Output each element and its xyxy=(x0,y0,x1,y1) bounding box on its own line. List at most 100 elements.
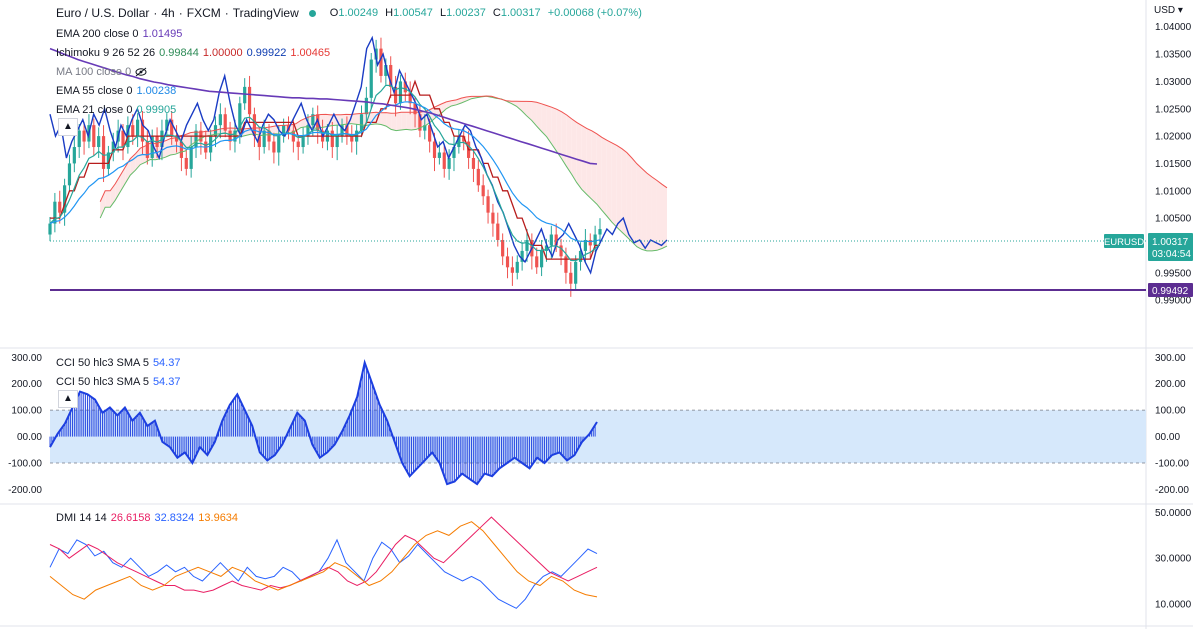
candle-body xyxy=(194,130,198,148)
candle-body xyxy=(247,86,252,115)
cloud-segment xyxy=(636,163,642,250)
candle-body xyxy=(165,119,169,131)
cloud-segment xyxy=(606,140,612,223)
cloud-segment xyxy=(621,148,627,237)
candle-body xyxy=(335,136,339,148)
candle-body xyxy=(486,196,490,213)
cloud-segment xyxy=(270,125,276,135)
legend-ma100[interactable]: MA 100 close 0 xyxy=(56,62,330,81)
cloud-segment xyxy=(536,102,542,132)
candle-body xyxy=(598,229,602,235)
dmi-legend[interactable]: DMI 14 14 26.6158 32.8324 13.9634 xyxy=(56,511,239,524)
cloud-segment xyxy=(591,130,597,205)
cloud-segment xyxy=(466,96,472,101)
svg-text:EURUSD: EURUSD xyxy=(1104,237,1144,248)
price-tick-label: 1.01000 xyxy=(1155,186,1192,197)
candle-body xyxy=(549,234,553,246)
legend-ichimoku[interactable]: Ichimoku 9 26 52 26 0.99844 1.00000 0.99… xyxy=(56,46,331,59)
collapse-legend-button[interactable]: ▲ xyxy=(58,118,78,136)
cloud-segment xyxy=(566,115,572,175)
cloud-segment xyxy=(576,122,582,190)
candle-body xyxy=(369,59,373,98)
candle-body xyxy=(131,125,135,137)
adx-line xyxy=(49,521,598,600)
interval[interactable]: 4h xyxy=(161,6,175,20)
cci-axis-right[interactable]: 300.00 200.00 100.00 00.00 -100.00 -200.00 xyxy=(1155,353,1189,496)
candle-body xyxy=(345,125,349,137)
symbol-header[interactable]: Euro / U.S. Dollar · 4h · FXCM · Trading… xyxy=(56,6,642,20)
candle-body xyxy=(170,119,174,137)
candle-body xyxy=(457,136,461,148)
dmi-tick-label: 10.0000 xyxy=(1155,599,1192,610)
candle-body xyxy=(535,256,539,268)
candle-body xyxy=(267,130,271,142)
cci-tick-label-right: 100.00 xyxy=(1155,406,1186,417)
candle-body xyxy=(583,239,587,251)
hidden-eye-icon[interactable] xyxy=(135,67,147,77)
dmi-axis[interactable]: 50.0000 30.0000 10.0000 xyxy=(1155,508,1192,610)
candle-body xyxy=(106,152,111,169)
legend-cci-1[interactable]: CCI 50 hlc3 SMA 5 54.37 xyxy=(56,356,181,369)
symbol-tag: EURUSD xyxy=(1104,234,1144,248)
price-axis[interactable]: 1.04000 1.03500 1.03000 1.02500 1.02000 1.015… xyxy=(1155,22,1192,306)
candle-body xyxy=(311,114,315,126)
ichimoku-kijun xyxy=(50,79,600,260)
cloud-segment xyxy=(601,137,607,216)
candle-body xyxy=(238,103,242,131)
candle-body xyxy=(423,125,427,131)
candle-body xyxy=(398,81,403,104)
cloud-segment xyxy=(335,114,341,126)
candle-body xyxy=(282,125,286,137)
candle-body xyxy=(340,125,344,137)
ema21-line xyxy=(49,84,601,262)
cci-tick-label-right: -100.00 xyxy=(1155,459,1189,470)
cloud-segment xyxy=(646,173,652,251)
ichimoku-chikou xyxy=(49,35,668,275)
candle-body xyxy=(189,147,193,169)
cloud-segment xyxy=(526,101,532,121)
legend-cci-2[interactable]: CCI 50 hlc3 SMA 5 54.37 xyxy=(56,375,181,388)
legend-ema200[interactable]: EMA 200 close 0 1.01495 xyxy=(56,27,183,40)
candle-body xyxy=(574,261,578,284)
legend-ema21[interactable]: EMA 21 close 0 0.99905 xyxy=(56,103,177,116)
candle-body xyxy=(82,130,86,142)
candle-body xyxy=(174,136,179,142)
cci-tick-label-left: 00.00 xyxy=(17,432,42,443)
price-tick-label: 0.99000 xyxy=(1155,296,1192,307)
candle-body xyxy=(121,130,125,148)
legend-ema55[interactable]: EMA 55 close 0 1.00238 xyxy=(56,84,177,97)
cloud-segment xyxy=(391,113,397,131)
cloud-segment xyxy=(651,176,657,251)
candle-body xyxy=(364,97,368,115)
candle-body xyxy=(588,239,592,246)
candle-body xyxy=(491,212,495,224)
candle-body xyxy=(136,119,140,137)
cloud-segment xyxy=(451,99,457,107)
candle-body xyxy=(218,114,222,126)
cloud-segment xyxy=(376,112,382,125)
dmi-plus-line xyxy=(49,538,598,609)
indicator-lines xyxy=(49,35,668,275)
cloud-segment xyxy=(100,190,106,219)
symbol-title[interactable]: Euro / U.S. Dollar xyxy=(56,6,150,20)
cloud-segment xyxy=(396,112,402,131)
candle-body xyxy=(510,267,514,273)
collapse-cci-legend-button[interactable]: ▲ xyxy=(58,390,78,408)
cloud-segment xyxy=(105,190,111,208)
svg-text:1.00317: 1.00317 xyxy=(1152,237,1189,248)
candle-body xyxy=(359,114,364,131)
cloud-segment xyxy=(531,101,537,127)
cloud-segment xyxy=(135,148,141,171)
cloud-segment xyxy=(616,145,622,233)
candle-body xyxy=(97,136,101,148)
candle-body xyxy=(515,261,519,273)
currency-selector[interactable]: USD ▾ xyxy=(1154,5,1183,16)
price-tick-label: 0.99500 xyxy=(1155,268,1192,279)
candle-body xyxy=(301,136,305,148)
dmi-tick-label: 30.0000 xyxy=(1155,554,1192,565)
candle-body xyxy=(403,81,407,93)
candle-body xyxy=(252,114,257,137)
svg-text:03:04:54: 03:04:54 xyxy=(1152,249,1191,260)
cloud-segment xyxy=(300,118,306,128)
